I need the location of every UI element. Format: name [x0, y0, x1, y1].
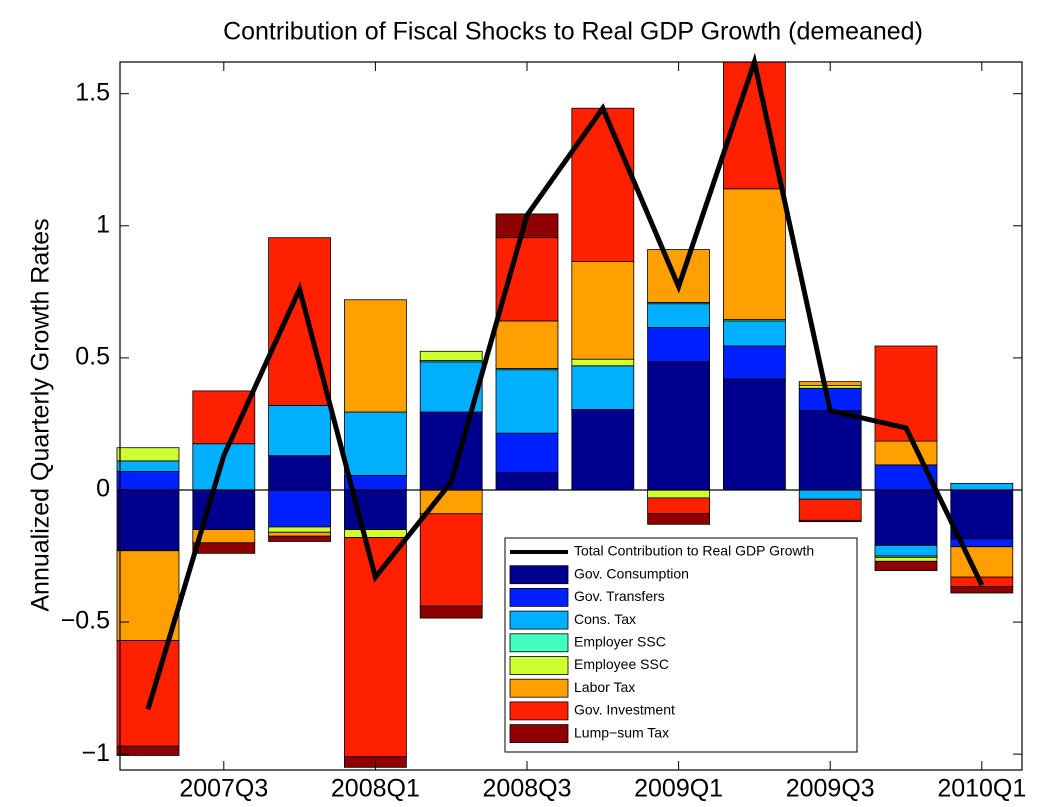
bar-segment — [116, 745, 180, 756]
bar-segment — [723, 378, 786, 491]
x-tick-label: 2010Q1 — [937, 775, 1026, 803]
bar-segment — [419, 605, 483, 619]
x-tick-label: 2008Q1 — [331, 775, 420, 803]
legend-label: Labor Tax — [574, 679, 635, 695]
bar-segment — [268, 405, 332, 457]
legend-swatch — [509, 565, 569, 585]
chart-title: Contribution of Fiscal Shocks to Real GD… — [223, 18, 923, 46]
total-line — [145, 52, 985, 710]
bar-segment — [723, 345, 786, 380]
legend-label: Employer SSC — [574, 634, 666, 650]
legend-swatch — [509, 678, 569, 698]
legend: Total Contribution to Real GDP Growth Gov… — [504, 537, 858, 753]
bar-segment — [723, 188, 786, 320]
bar-segment — [116, 640, 180, 747]
y-tick-label: 1 — [96, 210, 110, 238]
legend-label: Lump−sum Tax — [574, 724, 669, 740]
bar-segment — [495, 432, 559, 474]
bar-segment — [343, 411, 407, 476]
bar-segment — [268, 455, 332, 491]
bar-segment — [798, 489, 862, 500]
legend-swatch — [509, 724, 569, 743]
y-tick-label: −0.5 — [61, 607, 110, 635]
y-tick-label: 1.5 — [75, 78, 110, 106]
bar-segment — [116, 471, 180, 491]
x-tick-label: 2009Q1 — [634, 775, 723, 803]
bar-segment — [874, 440, 938, 466]
bar-segment — [116, 460, 180, 472]
legend-swatch — [509, 656, 569, 675]
bar-segment — [647, 303, 710, 328]
y-tick-label: 0.5 — [75, 342, 110, 370]
legend-swatch — [509, 633, 569, 653]
bar-segment — [268, 531, 332, 537]
bar-segment — [571, 365, 635, 410]
bar-segment — [571, 358, 635, 367]
y-tick-label: −1 — [81, 739, 110, 767]
legend-swatch — [509, 610, 569, 630]
bar-segment — [571, 261, 635, 360]
legend-label: Gov. Investment — [574, 702, 675, 718]
bar-segment — [571, 408, 635, 491]
bar-segment — [647, 489, 710, 499]
x-tick-label: 2008Q3 — [483, 775, 572, 803]
bar-segment — [116, 489, 180, 552]
legend-swatch — [509, 701, 569, 721]
bar-segment — [874, 489, 938, 546]
legend-label: Total Contribution to Real GDP Growth — [574, 543, 814, 559]
bar-segment — [268, 526, 332, 533]
bar-segment — [268, 535, 332, 542]
bar-segment — [950, 546, 1014, 578]
bar-segment — [950, 489, 1014, 540]
bar-segment — [798, 410, 862, 491]
bar-segment — [874, 556, 938, 562]
bar-segment — [495, 472, 559, 491]
bar-segment — [116, 550, 180, 641]
bar-segment — [495, 320, 559, 369]
bar-segment — [571, 107, 635, 262]
bar-segment — [495, 369, 559, 434]
bar-segment — [647, 361, 710, 491]
bar-segment — [798, 498, 862, 521]
legend-label: Gov. Consumption — [574, 565, 689, 581]
bar-segment — [950, 482, 1014, 491]
legend-swatch — [509, 588, 569, 607]
bar-segment — [798, 519, 862, 523]
y-tick-label: 0 — [96, 475, 110, 503]
bar-segment — [343, 299, 407, 413]
bar-segment — [874, 560, 938, 571]
bar-segment — [647, 249, 710, 303]
x-tick-label: 2009Q3 — [786, 775, 875, 803]
bar-segment — [647, 497, 710, 515]
bar-segment — [950, 585, 1014, 594]
y-axis-label: Annualized Quarterly Growth Rates — [27, 218, 55, 611]
bar-segment — [116, 447, 180, 462]
bar-segment — [798, 381, 862, 387]
bar-segment — [268, 489, 332, 528]
bar-segment — [874, 545, 938, 557]
axes-box — [119, 61, 1023, 771]
bar-segment — [192, 390, 256, 445]
bar-segment — [419, 513, 483, 607]
plot-area — [116, 52, 1022, 768]
bar-segment — [647, 327, 710, 363]
bar-segment — [495, 237, 559, 322]
bar-segment — [723, 320, 786, 347]
bar-segment — [192, 542, 256, 554]
bar-segment — [419, 350, 483, 361]
bar-segment — [647, 513, 710, 525]
legend-label: Gov. Transfers — [574, 588, 665, 604]
bar-segment — [343, 529, 407, 538]
legend-label: Cons. Tax — [574, 611, 636, 627]
x-tick-label: 2007Q3 — [179, 775, 268, 803]
legend-label: Employee SSC — [574, 656, 669, 672]
